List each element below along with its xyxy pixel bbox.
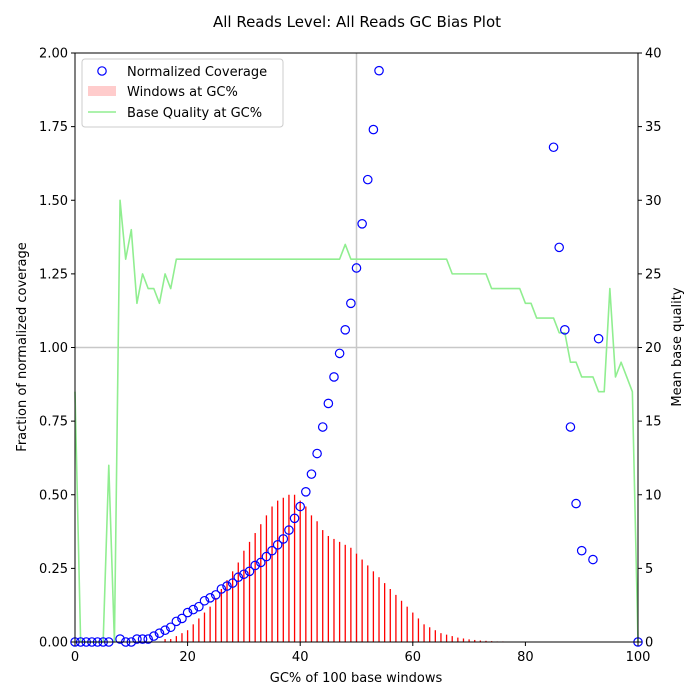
coverage-point bbox=[233, 572, 244, 583]
x-tick-label: 20 bbox=[179, 650, 196, 665]
coverage-point bbox=[346, 298, 356, 309]
coverage-point bbox=[255, 557, 266, 568]
coverage-point bbox=[132, 634, 142, 644]
coverage-point bbox=[239, 569, 249, 580]
y-axis-ticks: 0.00 0.25 0.50 0.75 1.00 1.25 1.50 1.75 2.00 bbox=[39, 47, 75, 651]
coverage-point bbox=[244, 566, 255, 577]
y-tick-label: 0.50 bbox=[39, 488, 68, 503]
coverage-point bbox=[165, 622, 176, 633]
coverage-point bbox=[362, 174, 373, 185]
coverage-point bbox=[205, 593, 215, 603]
coverage-point bbox=[154, 628, 165, 638]
coverage-point bbox=[560, 325, 570, 335]
coverage-point bbox=[576, 545, 587, 556]
y-tick-label: 1.50 bbox=[39, 194, 68, 209]
coverage-point bbox=[317, 422, 328, 432]
coverage-point bbox=[565, 422, 576, 432]
y-tick-label: 1.25 bbox=[39, 267, 68, 282]
y-tick-label: 0.00 bbox=[39, 636, 68, 651]
y2-tick-label: 0 bbox=[645, 636, 653, 651]
coverage-point bbox=[295, 501, 305, 512]
coverage-point bbox=[188, 604, 199, 615]
coverage-point bbox=[194, 601, 204, 612]
x-axis-label: GC% of 100 base windows bbox=[270, 671, 443, 686]
y2-axis-ticks: 0 5 10 15 20 25 30 35 40 bbox=[638, 47, 662, 651]
legend-box bbox=[81, 58, 284, 128]
quality-line bbox=[74, 199, 639, 643]
coverage-point bbox=[250, 560, 260, 571]
coverage-point bbox=[171, 616, 182, 627]
coverage-point bbox=[210, 590, 221, 600]
coverage-point bbox=[351, 263, 362, 273]
y2-tick-label: 35 bbox=[645, 120, 662, 135]
y2-tick-label: 10 bbox=[645, 488, 662, 503]
coverage-point bbox=[357, 219, 367, 229]
coverage-point bbox=[143, 634, 153, 644]
legend-coverage-marker bbox=[97, 66, 107, 76]
y-axis-label: Fraction of normalized coverage bbox=[15, 242, 30, 451]
x-tick-label: 0 bbox=[71, 650, 79, 665]
coverage-point bbox=[199, 595, 210, 606]
legend: Normalized Coverage Windows at GC% Base … bbox=[81, 58, 284, 128]
y2-tick-label: 15 bbox=[645, 415, 662, 430]
coverage-point bbox=[149, 631, 159, 641]
y2-tick-label: 30 bbox=[645, 194, 662, 209]
y-tick-label: 1.75 bbox=[39, 120, 68, 135]
coverage-point bbox=[571, 498, 581, 509]
coverage-point bbox=[306, 469, 317, 479]
x-tick-label: 100 bbox=[626, 650, 651, 665]
coverage-point bbox=[334, 348, 345, 359]
y2-tick-label: 40 bbox=[645, 47, 662, 62]
coverage-point bbox=[284, 525, 294, 535]
coverage-point bbox=[227, 578, 238, 588]
legend-quality-label: Base Quality at GC% bbox=[127, 106, 262, 121]
legend-windows-swatch bbox=[88, 86, 116, 96]
coverage-point bbox=[272, 540, 283, 550]
legend-coverage-label: Normalized Coverage bbox=[127, 65, 267, 80]
coverage-point bbox=[278, 534, 289, 544]
coverage-point bbox=[323, 398, 334, 409]
coverage-point bbox=[301, 487, 311, 497]
x-tick-label: 80 bbox=[517, 650, 534, 665]
windows-bars bbox=[164, 494, 538, 642]
grid-lines bbox=[75, 53, 638, 642]
coverage-point bbox=[548, 142, 559, 153]
coverage-point bbox=[312, 448, 322, 459]
y-tick-label: 0.25 bbox=[39, 562, 68, 577]
y2-tick-label: 5 bbox=[645, 562, 653, 577]
coverage-point bbox=[267, 545, 277, 556]
coverage-point bbox=[261, 551, 272, 562]
y2-tick-label: 25 bbox=[645, 267, 662, 282]
quality-line-path bbox=[74, 199, 639, 643]
x-axis-ticks: 0 20 40 60 80 100 bbox=[71, 642, 651, 665]
coverage-point bbox=[374, 65, 384, 76]
x-tick-label: 60 bbox=[405, 650, 422, 665]
y-tick-label: 2.00 bbox=[39, 47, 68, 62]
chart-title: All Reads Level: All Reads GC Bias Plot bbox=[213, 13, 501, 31]
x-tick-label: 40 bbox=[292, 650, 309, 665]
coverage-point bbox=[289, 513, 300, 524]
coverage-point bbox=[368, 124, 379, 135]
coverage-point bbox=[554, 242, 564, 253]
coverage-point bbox=[588, 554, 598, 565]
coverage-point bbox=[115, 634, 125, 644]
coverage-point bbox=[222, 581, 232, 591]
y-tick-label: 1.00 bbox=[39, 341, 68, 356]
y2-tick-label: 20 bbox=[645, 341, 662, 356]
coverage-point bbox=[340, 325, 351, 335]
coverage-point bbox=[160, 625, 170, 636]
y-tick-label: 0.75 bbox=[39, 415, 68, 430]
coverage-point bbox=[137, 634, 148, 644]
coverage-point bbox=[216, 584, 227, 594]
coverage-point bbox=[182, 607, 193, 618]
legend-windows-label: Windows at GC% bbox=[127, 85, 238, 100]
coverage-point bbox=[593, 333, 604, 344]
y2-axis-label: Mean base quality bbox=[670, 287, 685, 406]
coverage-point bbox=[329, 372, 339, 382]
coverage-point bbox=[177, 613, 187, 624]
